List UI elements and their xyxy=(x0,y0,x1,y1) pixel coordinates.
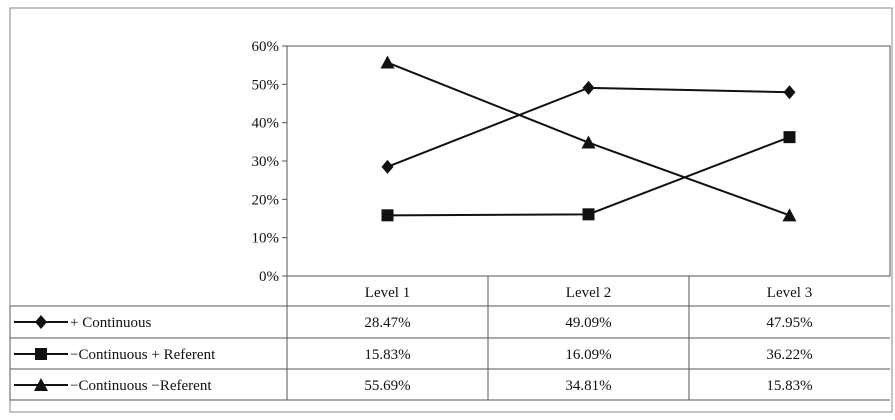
table-cell-value: 15.83% xyxy=(766,378,812,394)
table-cell-value: 36.22% xyxy=(766,347,812,363)
legend-key-marker xyxy=(34,378,48,391)
series-layer xyxy=(380,55,797,222)
table-cell-value: 49.09% xyxy=(565,315,611,331)
y-tick-label: 50% xyxy=(252,77,280,93)
data-point-marker xyxy=(783,85,796,100)
y-tick-label: 30% xyxy=(252,154,280,170)
y-tick-label: 10% xyxy=(252,231,280,247)
data-table-grid xyxy=(9,275,890,401)
legend-key-marker xyxy=(35,315,47,329)
data-point-marker xyxy=(783,131,796,144)
data-point-marker xyxy=(582,208,595,221)
series-line-1 xyxy=(387,86,790,168)
data-point-marker xyxy=(381,159,394,174)
data-table: Level 1 Level 2 Level 3 + Continuous 28.47% 4… xyxy=(14,285,813,394)
y-tick-label: 60% xyxy=(252,39,280,55)
data-point-marker xyxy=(380,55,395,69)
table-cell-value: 28.47% xyxy=(364,315,410,331)
data-point-marker xyxy=(381,209,394,222)
chart-frame xyxy=(9,7,893,413)
category-label: Level 2 xyxy=(566,285,611,301)
table-cell-value: 47.95% xyxy=(766,315,812,331)
table-cell-value: 34.81% xyxy=(565,378,611,394)
legend-label: −Continuous −Referent xyxy=(70,378,212,394)
data-point-marker xyxy=(782,208,797,222)
series-line-2 xyxy=(387,136,790,217)
category-label: Level 1 xyxy=(365,285,410,301)
table-cell-value: 55.69% xyxy=(364,378,410,394)
legend-label: −Continuous + Referent xyxy=(70,347,216,363)
legend-label: + Continuous xyxy=(70,315,152,331)
y-tick-label: 0% xyxy=(259,269,279,285)
category-label: Level 3 xyxy=(767,285,812,301)
table-cell-value: 16.09% xyxy=(565,347,611,363)
y-axis: 0% 10% 20% 30% 40% 50% 60% xyxy=(252,39,287,285)
data-point-marker xyxy=(581,135,596,149)
y-tick-label: 40% xyxy=(252,116,280,132)
table-cell-value: 15.83% xyxy=(364,347,410,363)
plot-area xyxy=(286,45,891,277)
data-point-marker xyxy=(582,80,595,95)
y-tick-label: 20% xyxy=(252,192,280,208)
legend-key-marker xyxy=(35,348,47,360)
